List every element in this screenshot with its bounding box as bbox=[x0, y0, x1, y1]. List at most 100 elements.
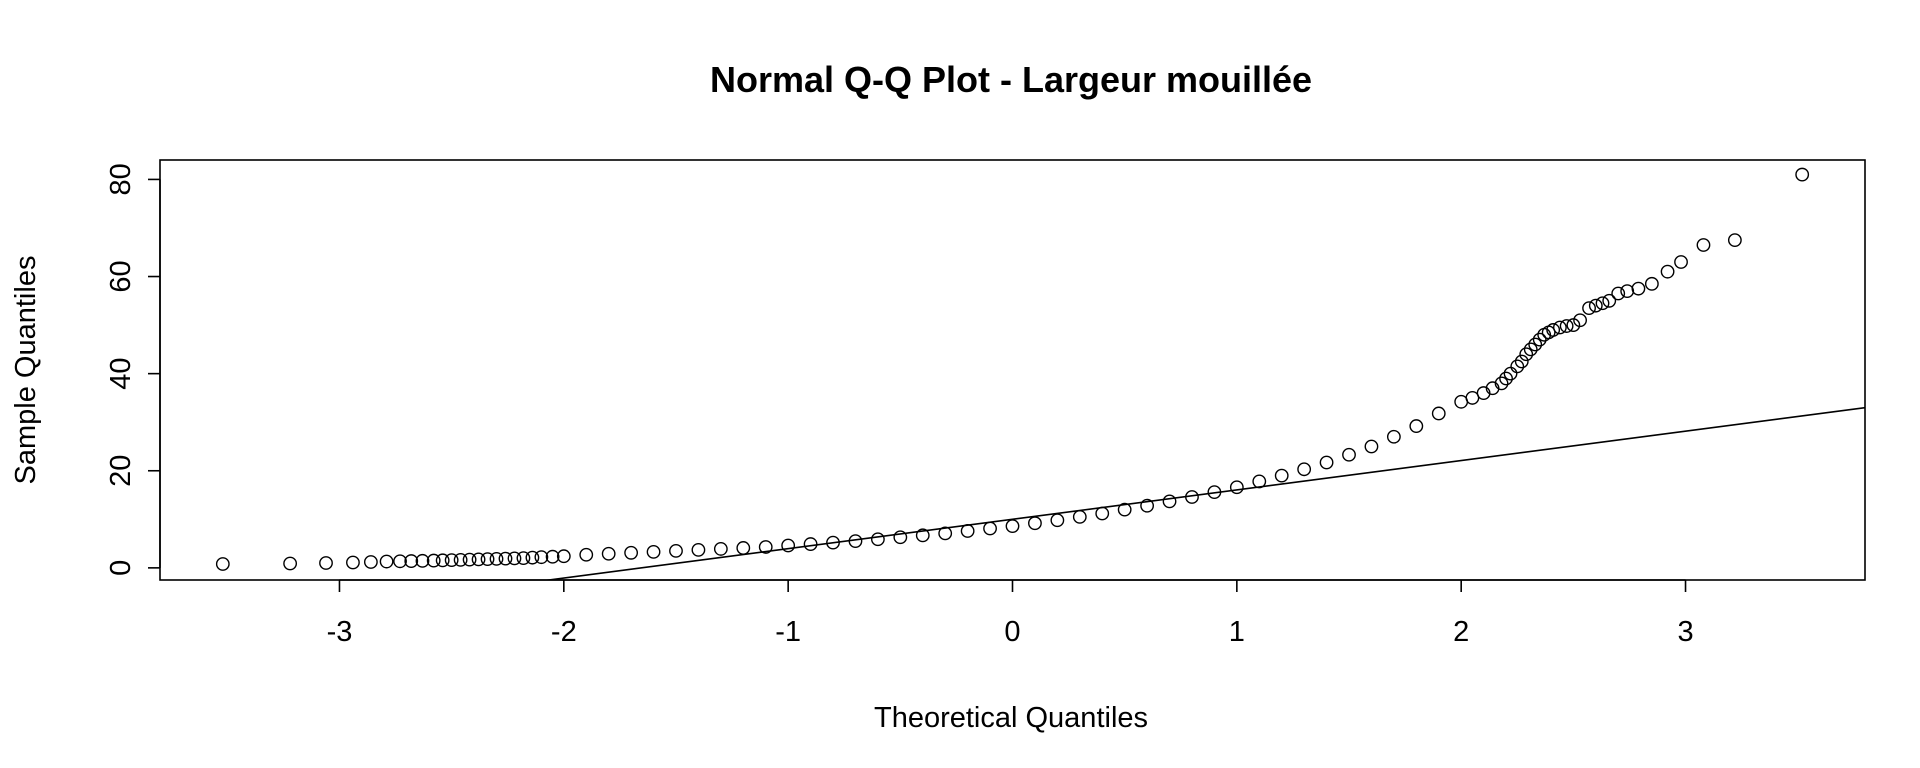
data-point bbox=[379, 554, 394, 569]
data-point bbox=[1510, 359, 1525, 374]
x-tick-label: -1 bbox=[775, 616, 801, 648]
data-point bbox=[1552, 320, 1567, 335]
x-tick-label: -3 bbox=[327, 616, 353, 648]
data-point bbox=[758, 540, 773, 554]
data-point bbox=[471, 552, 486, 567]
data-point bbox=[781, 538, 796, 553]
x-tick-label: -2 bbox=[551, 616, 577, 648]
data-point bbox=[462, 552, 477, 567]
data-point bbox=[1465, 391, 1480, 405]
data-point bbox=[1050, 513, 1065, 528]
data-point bbox=[1611, 286, 1626, 301]
x-tick-label: 0 bbox=[1004, 616, 1020, 648]
data-point bbox=[453, 552, 468, 567]
data-point bbox=[1386, 429, 1401, 444]
data-point bbox=[1514, 354, 1529, 369]
data-point bbox=[1795, 167, 1810, 182]
data-point bbox=[1342, 447, 1356, 462]
data-point bbox=[534, 550, 549, 565]
data-point bbox=[516, 551, 531, 566]
x-tick-label: 2 bbox=[1453, 616, 1469, 648]
data-point bbox=[426, 553, 441, 568]
data-point bbox=[1364, 439, 1379, 454]
data-point bbox=[870, 532, 885, 547]
data-point bbox=[601, 546, 616, 561]
data-point bbox=[1573, 313, 1587, 328]
data-point bbox=[1499, 371, 1513, 386]
data-point bbox=[393, 554, 407, 569]
data-point bbox=[215, 557, 230, 571]
data-point bbox=[1674, 255, 1688, 269]
data-point bbox=[363, 555, 378, 569]
data-point bbox=[713, 542, 728, 556]
data-point bbox=[1117, 502, 1132, 517]
data-point bbox=[1696, 238, 1711, 252]
data-point bbox=[646, 544, 661, 559]
x-axis-title: Theoretical Quantiles bbox=[874, 702, 1148, 734]
data-point bbox=[1595, 296, 1610, 311]
data-point bbox=[1162, 494, 1177, 509]
data-point bbox=[1631, 281, 1646, 296]
data-point bbox=[1528, 337, 1543, 352]
data-point bbox=[938, 526, 953, 541]
data-point bbox=[1028, 516, 1042, 531]
data-point bbox=[404, 554, 419, 568]
data-point bbox=[1319, 455, 1334, 470]
plot-frame bbox=[159, 159, 1866, 581]
x-tick-label: 3 bbox=[1677, 616, 1693, 648]
data-point bbox=[579, 547, 594, 562]
data-point bbox=[803, 537, 818, 551]
data-point bbox=[691, 542, 706, 557]
data-point bbox=[1523, 342, 1538, 357]
data-point bbox=[346, 555, 360, 570]
data-point bbox=[1620, 284, 1635, 298]
data-point bbox=[1559, 319, 1574, 333]
data-point bbox=[1519, 347, 1534, 362]
data-point bbox=[1582, 301, 1596, 315]
y-tick-label: 20 bbox=[105, 455, 137, 487]
data-point bbox=[669, 543, 683, 558]
y-tick-label: 0 bbox=[105, 560, 137, 576]
data-point bbox=[1602, 293, 1617, 308]
data-point bbox=[545, 549, 560, 564]
data-point bbox=[893, 530, 908, 545]
y-tick-label: 60 bbox=[105, 260, 137, 292]
reference-line bbox=[542, 406, 1865, 580]
data-point bbox=[960, 524, 975, 538]
data-point bbox=[624, 545, 639, 560]
y-axis: 0 20 40 60 80 bbox=[105, 163, 161, 576]
data-point bbox=[435, 553, 450, 568]
data-point bbox=[1660, 264, 1675, 279]
data-point bbox=[1644, 276, 1659, 291]
data-point bbox=[1005, 519, 1020, 534]
data-point bbox=[319, 556, 333, 570]
chart-title: Normal Q-Q Plot - Largeur mouillée bbox=[710, 59, 1312, 100]
y-axis-title: Sample Quantiles bbox=[10, 256, 42, 485]
data-point bbox=[1297, 462, 1312, 477]
reference-line-layer bbox=[542, 406, 1865, 580]
data-point bbox=[1409, 419, 1424, 433]
data-point bbox=[415, 553, 430, 568]
data-point bbox=[736, 541, 751, 555]
data-point bbox=[1072, 509, 1087, 524]
data-point bbox=[489, 551, 504, 566]
y-tick-label: 40 bbox=[105, 358, 137, 390]
data-point bbox=[283, 556, 298, 571]
data-point bbox=[1274, 468, 1289, 483]
data-point bbox=[1494, 376, 1509, 391]
data-point bbox=[1546, 323, 1561, 337]
data-point bbox=[983, 521, 997, 536]
data-point bbox=[915, 528, 930, 543]
x-axis: -3 -2 -1 0 1 2 3 bbox=[327, 579, 1694, 648]
data-point bbox=[1140, 498, 1155, 513]
data-point bbox=[1532, 332, 1547, 347]
x-tick-label: 1 bbox=[1229, 616, 1245, 648]
data-point bbox=[556, 549, 571, 564]
data-point bbox=[507, 551, 522, 566]
data-point bbox=[525, 550, 540, 565]
y-tick-label: 80 bbox=[105, 163, 137, 195]
data-point bbox=[1229, 480, 1244, 495]
data-point bbox=[498, 551, 513, 566]
data-point bbox=[444, 553, 459, 567]
